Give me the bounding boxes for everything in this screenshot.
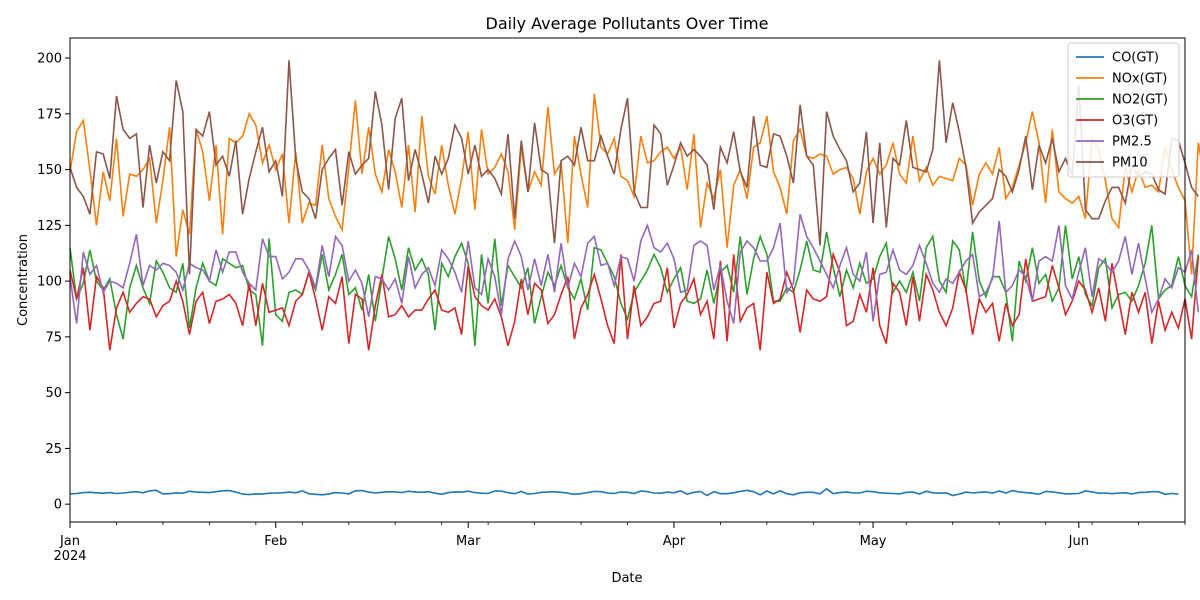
y-axis-title: Concentration [16, 234, 31, 326]
x-tick-label-2: Mar [456, 534, 481, 549]
legend: CO(GT) NOx(GT) NO2(GT) O3(GT) PM2.5 PM10 [1067, 42, 1180, 178]
y-tick-label-7: 175 [37, 107, 62, 122]
legend-label-5: PM10 [1112, 156, 1148, 171]
y-tick-label-5: 125 [37, 219, 62, 234]
y-tick-label-4: 100 [37, 275, 62, 290]
x-tick-label-1: Feb [264, 534, 287, 549]
plot-frame [69, 37, 1186, 523]
y-tick-label-0: 0 [54, 498, 62, 513]
y-tick-label-6: 150 [37, 163, 62, 178]
x-axis-title: Date [611, 571, 642, 586]
legend-label-3: O3(GT) [1112, 114, 1158, 129]
legend-label-2: NO2(GT) [1112, 93, 1168, 108]
y-tick-label-1: 25 [45, 442, 62, 457]
x-tick-label-4: May [860, 534, 887, 549]
series-line-0 [69, 487, 1179, 497]
x-tick-label-3: Apr [663, 534, 686, 549]
x-tick-sublabel-0: 2024 [53, 549, 86, 564]
plot-area [69, 60, 1200, 497]
series-line-4 [69, 213, 1200, 324]
y-axis: 0 25 50 75 100 125 150 175 200 [37, 52, 70, 513]
series-line-3 [69, 251, 1200, 351]
legend-label-1: NOx(GT) [1112, 72, 1167, 87]
legend-label-4: PM2.5 [1112, 135, 1152, 150]
x-tick-label-5: Jun [1068, 534, 1089, 549]
legend-box [1067, 42, 1180, 178]
series-line-5 [69, 60, 1199, 275]
chart-title: Daily Average Pollutants Over Time [486, 14, 769, 33]
x-tick-label-0: Jan [59, 534, 80, 549]
y-tick-label-2: 50 [45, 386, 62, 401]
y-tick-label-8: 200 [37, 52, 62, 67]
legend-label-0: CO(GT) [1112, 51, 1159, 66]
y-tick-label-3: 75 [45, 330, 62, 345]
